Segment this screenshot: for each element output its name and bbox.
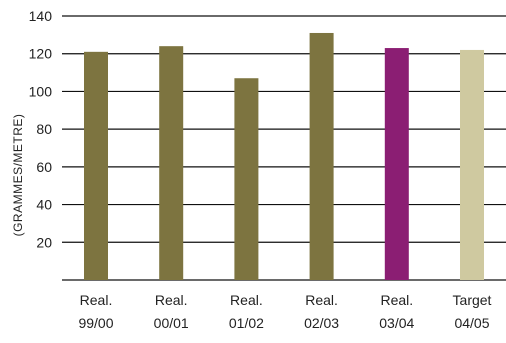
x-category-label-line1: Real. (230, 292, 263, 308)
bar (84, 51, 108, 281)
x-category-label-line1: Real. (80, 292, 113, 308)
y-tick-label: 100 (29, 83, 53, 99)
bar (384, 48, 409, 280)
x-category-label-line2: 99/00 (78, 315, 113, 331)
y-tick-label: 120 (29, 46, 53, 62)
x-category-label-line2: 00/01 (154, 315, 189, 331)
x-category-label-line1: Real. (305, 292, 338, 308)
x-category-label-line2: 03/04 (379, 315, 414, 331)
y-tick-labels: 20 40 60 80 100 120 140 (29, 8, 53, 250)
x-category-label-line2: 02/03 (304, 315, 339, 331)
gridlines (62, 15, 506, 281)
x-category-label-line2: 04/05 (454, 315, 489, 331)
y-tick-label: 80 (36, 121, 52, 137)
y-axis-label: (GRAMMES/METRE) (11, 114, 25, 237)
x-category-label-line1: Real. (155, 292, 188, 308)
y-tick-label: 140 (29, 8, 53, 24)
y-tick-label: 20 (36, 234, 52, 250)
bar (234, 78, 259, 280)
x-category-label-line2: 01/02 (229, 315, 264, 331)
x-category-labels: Real. 99/00 Real. 00/01 Real. 01/02 Real. 02/03… (78, 292, 491, 331)
x-category-label-line1: Real. (380, 292, 413, 308)
y-tick-label: 60 (36, 159, 52, 175)
bar (460, 49, 484, 280)
bar (159, 46, 184, 280)
bars (84, 32, 484, 281)
bar (309, 32, 334, 280)
x-category-label-line1: Target (453, 292, 492, 308)
y-tick-label: 40 (36, 197, 52, 213)
